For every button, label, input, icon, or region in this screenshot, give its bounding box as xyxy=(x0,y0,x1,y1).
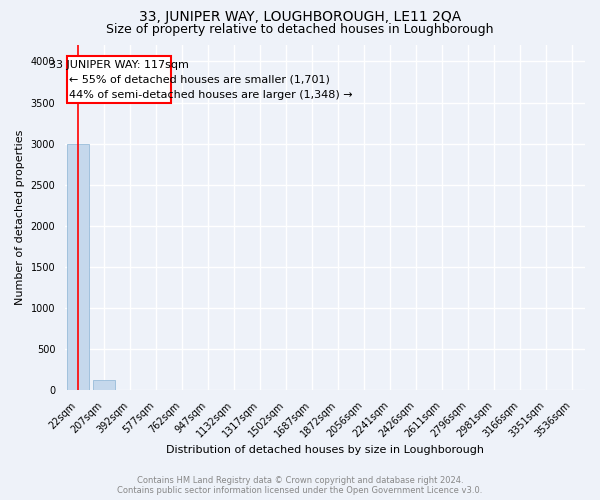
Text: ← 55% of detached houses are smaller (1,701): ← 55% of detached houses are smaller (1,… xyxy=(69,74,330,85)
Bar xyxy=(93,380,115,390)
Bar xyxy=(67,144,89,390)
X-axis label: Distribution of detached houses by size in Loughborough: Distribution of detached houses by size … xyxy=(166,445,484,455)
Text: Size of property relative to detached houses in Loughborough: Size of property relative to detached ho… xyxy=(106,22,494,36)
Text: Contains HM Land Registry data © Crown copyright and database right 2024.
Contai: Contains HM Land Registry data © Crown c… xyxy=(118,476,482,495)
FancyBboxPatch shape xyxy=(67,56,171,104)
Text: 33 JUNIPER WAY: 117sqm: 33 JUNIPER WAY: 117sqm xyxy=(49,60,189,70)
Text: 44% of semi-detached houses are larger (1,348) →: 44% of semi-detached houses are larger (… xyxy=(69,90,353,100)
Y-axis label: Number of detached properties: Number of detached properties xyxy=(15,130,25,306)
Text: 33, JUNIPER WAY, LOUGHBOROUGH, LE11 2QA: 33, JUNIPER WAY, LOUGHBOROUGH, LE11 2QA xyxy=(139,10,461,24)
